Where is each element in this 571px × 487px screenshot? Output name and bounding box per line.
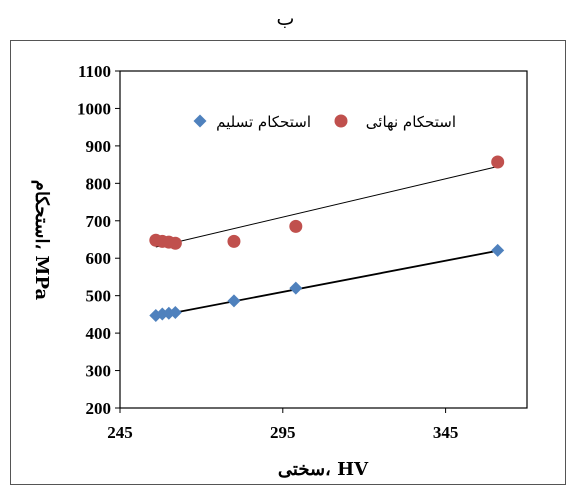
y-tick-label: 200: [86, 399, 112, 418]
point-ultimate-strength: [227, 234, 241, 248]
point-yield-strength: [227, 294, 241, 308]
legend-label-yield-strength: استحکام تسلیم: [216, 113, 311, 131]
x-tick-label: 345: [433, 423, 459, 442]
trendlines: [155, 165, 498, 318]
legend: استحکام نهائی استحکام تسلیم: [193, 113, 456, 131]
x-axis-title: سختی، HV: [278, 459, 369, 480]
point-yield-strength: [168, 306, 182, 320]
point-yield-strength: [491, 243, 505, 257]
y-tick-label: 700: [86, 212, 112, 231]
x-axis-ticks: 245 295 345: [107, 408, 458, 442]
y-axis-title: استحکام، MPa: [31, 180, 52, 301]
point-yield-strength: [289, 281, 303, 295]
y-tick-label: 600: [86, 249, 112, 268]
legend-marker-ultimate-strength: [334, 114, 348, 128]
x-tick-label: 295: [270, 423, 296, 442]
point-ultimate-strength: [491, 155, 505, 169]
x-tick-label: 245: [107, 423, 133, 442]
legend-label-ultimate-strength: استحکام نهائی: [366, 113, 456, 131]
chart-panel-label: ب: [276, 8, 295, 30]
legend-marker-yield-strength: [193, 114, 207, 128]
point-ultimate-strength: [289, 219, 303, 233]
y-tick-label: 900: [86, 137, 112, 156]
y-tick-label: 800: [86, 174, 112, 193]
plot-area: [119, 70, 528, 409]
point-ultimate-strength: [168, 236, 182, 250]
y-axis-ticks: 200 300 400 500 600 700 800 900 1000 1100: [77, 62, 120, 418]
y-tick-label: 1000: [77, 99, 111, 118]
y-tick-label: 300: [86, 362, 112, 381]
data-points: [149, 155, 505, 323]
trendline-yield-strength: [155, 249, 498, 318]
trendline-ultimate-strength: [155, 165, 498, 248]
y-tick-label: 500: [86, 287, 112, 306]
y-tick-label: 400: [86, 324, 112, 343]
y-tick-label: 1100: [78, 62, 111, 81]
chart-frame: [10, 40, 566, 485]
